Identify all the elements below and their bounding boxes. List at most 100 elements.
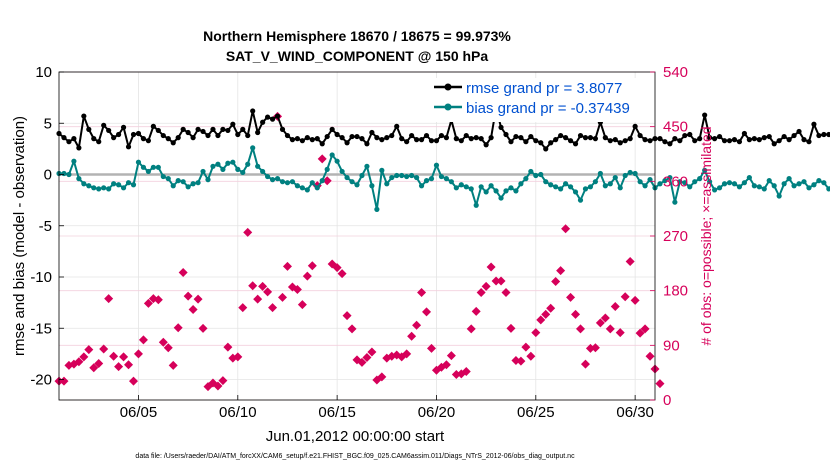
assimilated-obs-marker [516, 356, 526, 366]
rmse-point [533, 138, 539, 144]
bias-point [260, 168, 266, 175]
assimilated-obs-marker [481, 281, 491, 291]
rmse-point [538, 140, 544, 146]
bias-point [324, 166, 330, 172]
y2-tick-label: 270 [663, 228, 688, 245]
bias-point [672, 199, 678, 205]
assimilated-obs-marker [362, 352, 372, 362]
rmse-point [225, 127, 231, 134]
assimilated-obs-marker [337, 269, 347, 279]
bias-point [205, 177, 211, 183]
assimilated-obs-marker [536, 315, 546, 325]
bias-point [329, 152, 335, 158]
rmse-point [165, 136, 171, 142]
bias-point [607, 181, 613, 187]
rmse-point [667, 141, 673, 147]
series-layer [56, 105, 830, 212]
bias-point [597, 170, 603, 177]
rmse-point [622, 138, 628, 144]
bias-point [354, 182, 360, 188]
assimilated-obs-marker [104, 294, 114, 304]
bias-point [86, 183, 92, 189]
assimilated-obs-marker [620, 292, 630, 302]
rmse-point [428, 138, 435, 144]
bias-point [622, 172, 628, 179]
rmse-point [483, 142, 489, 148]
rmse-point [265, 114, 271, 120]
rmse-point [756, 137, 762, 143]
bias-point [518, 181, 524, 187]
rmse-point [274, 113, 281, 119]
bias-point [761, 186, 767, 192]
rmse-point [687, 131, 693, 138]
rmse-point [220, 126, 226, 132]
assimilated-obs-marker [129, 376, 138, 386]
bias-point [175, 178, 181, 184]
rmse-point [66, 139, 72, 145]
rmse-point [702, 112, 708, 118]
rmse-point [344, 140, 350, 146]
bias-point [453, 185, 459, 191]
bias-point [736, 184, 743, 190]
bias-point [309, 180, 315, 186]
bias-point [731, 181, 738, 187]
assimilated-obs-marker [630, 295, 640, 305]
rmse-point [791, 132, 797, 139]
bias-point [741, 180, 748, 186]
assimilated-obs-marker [580, 359, 590, 369]
bias-point [692, 179, 698, 185]
assimilated-obs-marker [133, 349, 143, 359]
rmse-point [801, 137, 807, 143]
bias-point [582, 186, 589, 192]
data-file-footnote: data file: /Users/raeder/DAI/ATM_forcXX/… [135, 453, 575, 460]
bias-point [766, 178, 772, 184]
x-tick-label: 06/15 [318, 404, 356, 421]
bias-point [428, 176, 435, 182]
assimilated-obs-marker [476, 287, 486, 297]
rmse-point [215, 132, 221, 139]
bias-point [274, 176, 281, 182]
bias-point [116, 182, 122, 188]
bias-point [101, 185, 107, 191]
bias-point [816, 178, 822, 184]
assimilated-obs-marker [367, 347, 377, 357]
rmse-point [384, 135, 390, 141]
bias-point [528, 168, 534, 175]
bias-point [592, 179, 599, 185]
rmse-point [582, 135, 589, 141]
bias-point [170, 183, 176, 189]
x-tick-label: 06/05 [120, 404, 158, 421]
bias-point [786, 176, 792, 182]
assimilated-obs-marker [317, 154, 327, 164]
bias-point [81, 181, 87, 187]
rmse-point [314, 136, 320, 142]
assimilated-obs-marker [243, 227, 253, 237]
assimilated-obs-marker [347, 324, 357, 334]
rmse-point [751, 136, 757, 142]
rmse-point [255, 129, 261, 136]
bias-point [513, 188, 519, 194]
assimilated-obs-marker [501, 287, 511, 297]
assimilated-obs-marker [297, 300, 307, 310]
bias-point [389, 174, 395, 181]
bias-point [155, 164, 161, 170]
rmse-point [721, 138, 728, 144]
rmse-point [612, 137, 618, 143]
bias-point [558, 186, 564, 192]
rmse-point [692, 138, 698, 144]
bias-point [314, 185, 320, 191]
bias-point [543, 179, 549, 185]
bias-point [647, 177, 653, 183]
bias-point [642, 183, 648, 189]
bias-point [215, 161, 221, 167]
bias-point [771, 183, 777, 189]
rmse-point [478, 136, 484, 142]
bias-point [726, 180, 733, 186]
assimilated-obs-marker [183, 291, 193, 301]
bias-point [746, 174, 752, 181]
assimilated-obs-marker [119, 352, 129, 362]
assimilated-obs-marker [213, 381, 223, 391]
rmse-point [498, 124, 504, 130]
rmse-point [379, 137, 385, 143]
bias-point [776, 193, 782, 199]
